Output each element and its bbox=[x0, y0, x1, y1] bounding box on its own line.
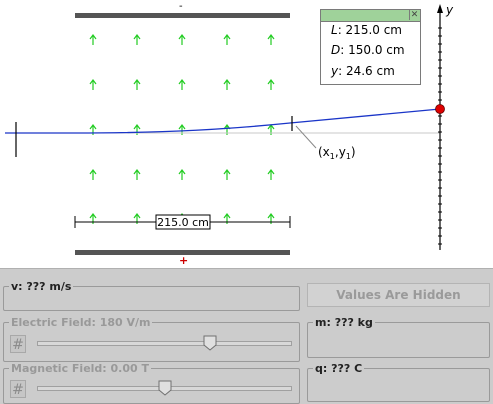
close-icon[interactable]: ✕ bbox=[409, 10, 419, 20]
simulation-area: - + (x1,y1) y 215.0 cm ✕ L: 215.0 cm D: … bbox=[5, 1, 454, 267]
electric-field-label: Electric Field: 180 V/m bbox=[9, 316, 153, 329]
up-arrow-icon bbox=[223, 79, 231, 90]
measurement-box-titlebar[interactable]: ✕ bbox=[321, 10, 420, 22]
up-arrow-icon bbox=[178, 169, 186, 180]
up-arrow-icon bbox=[89, 79, 97, 90]
measurement-box[interactable]: ✕ L: 215.0 cm D: 150.0 cm y: 24.6 cm bbox=[320, 9, 421, 85]
control-panel: v: ??? m/s Values Are Hidden Electric Fi… bbox=[0, 268, 493, 404]
velocity-group: v: ??? m/s bbox=[3, 280, 300, 311]
info-row-L: L: 215.0 cm bbox=[331, 23, 402, 37]
values-hidden-button[interactable]: Values Are Hidden bbox=[307, 283, 490, 307]
up-arrow-icon bbox=[133, 79, 141, 90]
up-arrow-icon bbox=[178, 34, 186, 45]
mass-label: m: ??? kg bbox=[313, 316, 375, 329]
exit-point-label: (x1,y1) bbox=[318, 145, 356, 161]
axis-label: y bbox=[445, 3, 454, 17]
top-plate-sign: - bbox=[179, 1, 183, 12]
up-arrow-icon bbox=[267, 34, 275, 45]
up-arrow-icon bbox=[267, 169, 275, 180]
up-arrow-icon bbox=[223, 34, 231, 45]
up-arrow-icon bbox=[223, 169, 231, 180]
bottom-plate bbox=[75, 250, 290, 255]
particle-beam bbox=[5, 108, 441, 134]
charge-label: q: ??? C bbox=[313, 362, 365, 375]
velocity-label: v: ??? m/s bbox=[9, 280, 74, 293]
hash-icon[interactable]: # bbox=[10, 380, 26, 398]
simulation-canvas: - + (x1,y1) y 215.0 cm bbox=[5, 1, 454, 267]
bottom-plate-sign: + bbox=[179, 254, 188, 267]
hash-icon[interactable]: # bbox=[10, 335, 26, 353]
magnetic-field-slider-thumb[interactable] bbox=[158, 380, 172, 396]
up-arrow-icon bbox=[89, 34, 97, 45]
particle-dot[interactable] bbox=[435, 104, 445, 114]
field-arrows bbox=[89, 34, 275, 224]
electric-field-slider-track[interactable] bbox=[37, 341, 292, 346]
up-arrow-icon bbox=[267, 79, 275, 90]
up-arrow-icon bbox=[133, 169, 141, 180]
top-plate bbox=[75, 13, 290, 18]
ruler-label: 215.0 cm bbox=[157, 216, 209, 229]
label-pointer bbox=[295, 125, 317, 149]
info-row-D: D: 150.0 cm bbox=[331, 43, 405, 57]
magnetic-field-label: Magnetic Field: 0.00 T bbox=[9, 362, 152, 375]
up-arrow-icon bbox=[178, 79, 186, 90]
electric-field-group: Electric Field: 180 V/m # bbox=[3, 316, 300, 362]
axis-arrow-icon bbox=[437, 4, 443, 13]
up-arrow-icon bbox=[133, 34, 141, 45]
magnetic-field-group: Magnetic Field: 0.00 T # bbox=[3, 362, 300, 404]
charge-group: q: ??? C bbox=[307, 362, 490, 402]
mass-group: m: ??? kg bbox=[307, 316, 490, 358]
info-row-y: y: 24.6 cm bbox=[331, 64, 395, 78]
electric-field-slider-thumb[interactable] bbox=[203, 335, 217, 351]
up-arrow-icon bbox=[89, 169, 97, 180]
ruler-label-box bbox=[155, 214, 211, 230]
